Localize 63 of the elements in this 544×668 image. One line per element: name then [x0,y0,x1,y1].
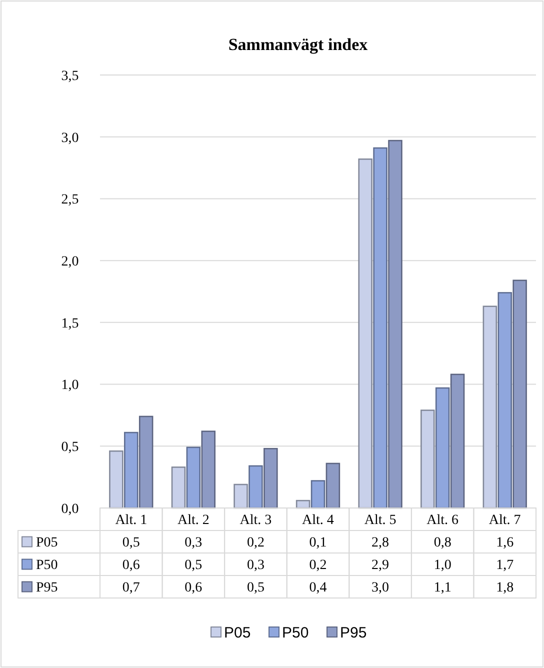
bar [109,450,124,509]
bar [171,466,186,509]
data-label: 0,8 [434,536,452,551]
legend-label: P50 [36,558,58,574]
data-label: 0,4 [309,580,327,596]
bar [450,374,465,509]
chart-title: Sammanvägt index [228,35,368,54]
data-label: 2,8 [372,536,390,551]
text: P95 [340,624,367,642]
legend-label: P05 [36,536,58,551]
data-label: 1,0 [434,558,452,574]
y-tick-label: 0,5 [61,440,79,456]
bar [248,465,263,509]
x-tick-label: Alt. 6 [426,513,459,528]
x-tick-label: Alt. 3 [240,513,272,528]
bar [420,410,435,509]
data-label: 0,5 [184,558,202,574]
y-tick-label: 2,5 [61,192,79,208]
x-tick-label: Alt. 4 [302,513,334,528]
bar [310,480,326,509]
bar [435,387,450,509]
y-tick-label: 3,5 [61,68,79,84]
x-tick-label: Alt. 1 [115,513,148,528]
data-label: 0,2 [246,536,264,551]
bar [124,432,138,509]
data-label: 1,1 [434,580,452,596]
bar [326,462,340,509]
bar [138,416,154,509]
bar [186,446,201,509]
data-label: 0,6 [122,558,140,574]
data-label: 0,5 [246,580,264,596]
y-tick-label: 0,0 [61,502,79,517]
text: P50 [282,624,309,642]
data-label: 0,1 [309,536,327,551]
bar [373,147,388,509]
y-tick-label: 2,0 [61,254,79,270]
x-tick-label: Alt. 2 [177,513,210,528]
y-tick-label: 3,0 [61,130,79,146]
y-tick-label: 1,5 [61,316,79,332]
bar [358,158,372,509]
data-label: 2,9 [372,558,390,574]
legend-label: P95 [36,580,58,596]
bar [482,306,498,509]
y-tick-label: 1,0 [61,378,79,394]
x-tick-label: Alt. 7 [488,513,521,528]
data-label: 0,3 [184,536,202,551]
data-label: 0,7 [122,580,140,596]
data-label: 1,8 [496,580,514,596]
x-tick-label: Alt. 5 [364,513,396,528]
data-label: 1,7 [496,558,514,574]
data-label: 3,0 [372,580,390,596]
bar [512,280,527,509]
bar [264,448,278,509]
data-label: 0,5 [122,536,140,551]
bar [234,484,248,509]
data-label: 1,6 [496,536,514,551]
data-label: 0,6 [184,580,202,596]
bar [388,140,402,509]
bar [498,292,512,509]
text: P05 [224,624,251,642]
data-label: 0,2 [309,558,327,574]
data-label: 0,3 [246,558,264,574]
bar [201,430,216,509]
